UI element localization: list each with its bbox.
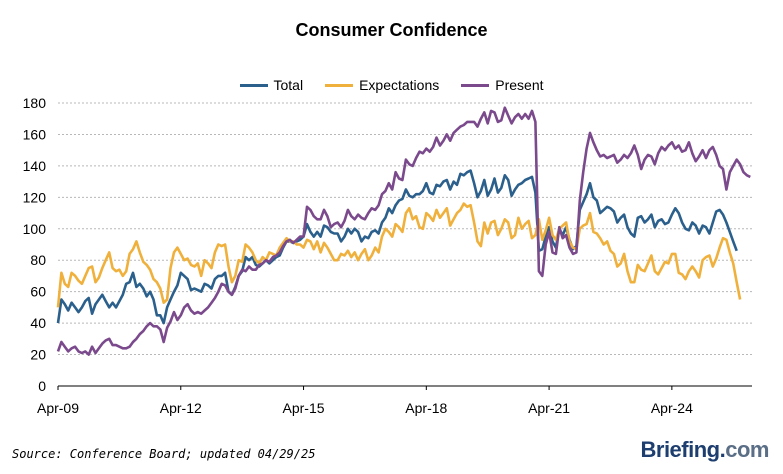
legend-label: Total xyxy=(273,77,304,93)
x-tick-label: Apr-21 xyxy=(528,400,570,416)
y-tick-label: 80 xyxy=(30,252,46,268)
x-tick-label: Apr-12 xyxy=(160,400,202,416)
x-tick-label: Apr-15 xyxy=(283,400,325,416)
legend-label: Expectations xyxy=(359,77,440,93)
brand-name: Briefing xyxy=(640,437,721,462)
y-tick-label: 180 xyxy=(23,95,47,111)
y-tick-label: 160 xyxy=(23,126,47,142)
y-tick-label: 100 xyxy=(23,221,47,237)
legend-swatch xyxy=(239,83,268,87)
brand-logo: Briefing.com xyxy=(641,437,770,463)
x-tick-label: Apr-18 xyxy=(405,400,447,416)
legend-swatch xyxy=(461,83,490,87)
y-tick-label: 60 xyxy=(30,284,46,300)
legend-item-present: Present xyxy=(461,77,544,93)
y-tick-label: 0 xyxy=(38,378,46,394)
series-line-expectations xyxy=(56,202,742,308)
legend-label: Present xyxy=(495,77,544,93)
legend: Total Expectations Present xyxy=(0,77,783,93)
chart-title: Consumer Confidence xyxy=(295,20,488,40)
legend-item-total: Total xyxy=(239,77,304,93)
series-line-total xyxy=(56,169,738,325)
brand-tld: com xyxy=(725,437,769,462)
y-tick-label: 20 xyxy=(30,347,46,363)
legend-swatch xyxy=(325,83,354,87)
y-tick-label: 120 xyxy=(23,189,47,205)
brand-dot: . xyxy=(719,437,726,462)
source-note: Source: Conference Board; updated 04/29/… xyxy=(12,447,316,461)
series-line-present xyxy=(56,106,751,356)
x-tick-label: Apr-24 xyxy=(651,400,693,416)
legend-item-expectations: Expectations xyxy=(325,77,439,93)
y-tick-label: 140 xyxy=(23,158,47,174)
x-tick-label: Apr-09 xyxy=(37,400,79,416)
y-tick-label: 40 xyxy=(30,315,46,331)
